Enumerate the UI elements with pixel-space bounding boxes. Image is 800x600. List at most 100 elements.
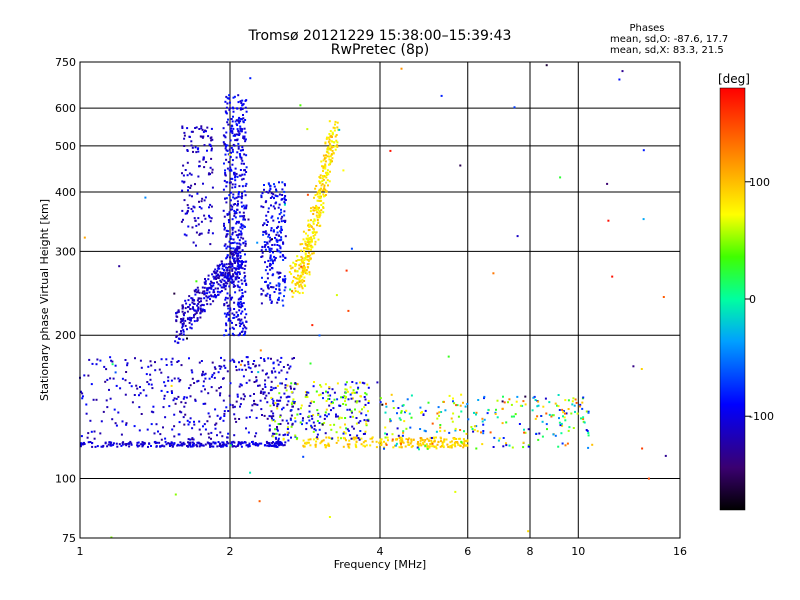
data-point [233,361,236,363]
data-point [238,333,241,336]
data-point [398,436,401,439]
data-point [304,242,307,245]
data-point [409,426,412,429]
data-point [89,419,92,422]
data-point [192,241,195,244]
data-point [274,370,277,373]
data-point [360,437,363,440]
data-point [522,446,525,449]
data-point [224,366,227,369]
data-point [264,244,267,247]
data-point [144,196,147,199]
data-point [305,232,307,235]
data-point [263,188,265,191]
data-point [172,443,175,446]
data-point [150,383,153,386]
data-point [445,438,448,441]
data-point [117,411,120,414]
data-point [384,426,387,429]
data-point [264,248,267,251]
data-point [270,396,273,399]
data-point [234,134,237,137]
data-point [234,203,236,205]
data-point [245,416,248,419]
data-point [311,231,314,234]
data-point [316,409,319,412]
data-point [222,377,224,380]
data-point [222,271,225,274]
data-point [402,430,405,433]
data-point [197,308,200,310]
data-point [360,443,363,446]
data-point [261,245,264,248]
data-point [327,146,330,149]
data-point [255,432,258,435]
data-point [336,121,339,124]
data-point [314,445,317,448]
data-point [347,445,350,448]
data-point [279,251,282,254]
data-point [210,431,213,434]
data-point [303,247,305,250]
data-point [239,363,242,366]
data-point [214,276,217,279]
data-point [230,441,233,444]
data-point [428,445,431,448]
data-point [175,330,178,333]
data-point [278,221,281,224]
data-point [234,139,237,142]
data-point [329,147,331,150]
data-point [280,220,283,223]
data-point [312,213,315,215]
data-point [243,271,246,274]
data-point [272,402,275,405]
data-point [220,286,223,289]
data-point [302,271,305,274]
data-point [226,273,229,276]
data-point [196,299,199,302]
data-point [128,445,131,448]
data-point [397,407,400,409]
data-point [560,432,563,435]
data-point [171,392,173,394]
data-point [433,440,436,443]
data-point [241,282,244,285]
data-point [167,379,170,382]
data-point [260,205,263,208]
data-point [187,441,189,444]
data-point [516,235,519,238]
data-point [196,192,199,195]
data-point [303,250,306,253]
data-point [204,372,207,375]
data-point [228,304,231,307]
data-point [383,440,385,443]
data-point [179,379,182,381]
data-point [228,245,231,248]
data-point [581,401,584,404]
data-point [342,445,345,448]
data-point [458,437,461,440]
data-point [231,132,234,135]
data-point [283,201,286,204]
data-point [211,171,214,174]
data-point [186,419,189,422]
data-point [247,360,250,363]
data-point [236,245,239,248]
data-point [200,297,203,300]
data-point [322,189,324,192]
data-point [222,274,225,277]
data-point [109,377,112,380]
data-point [400,442,402,445]
data-point [187,438,190,441]
data-point [256,403,259,406]
data-point [228,265,231,268]
data-point [257,384,259,387]
data-point [239,383,242,386]
data-point [238,174,241,177]
data-point [561,442,564,445]
data-point [208,229,210,232]
data-point [384,432,387,435]
data-point [243,207,246,210]
data-point [269,404,272,407]
data-point [319,192,321,195]
